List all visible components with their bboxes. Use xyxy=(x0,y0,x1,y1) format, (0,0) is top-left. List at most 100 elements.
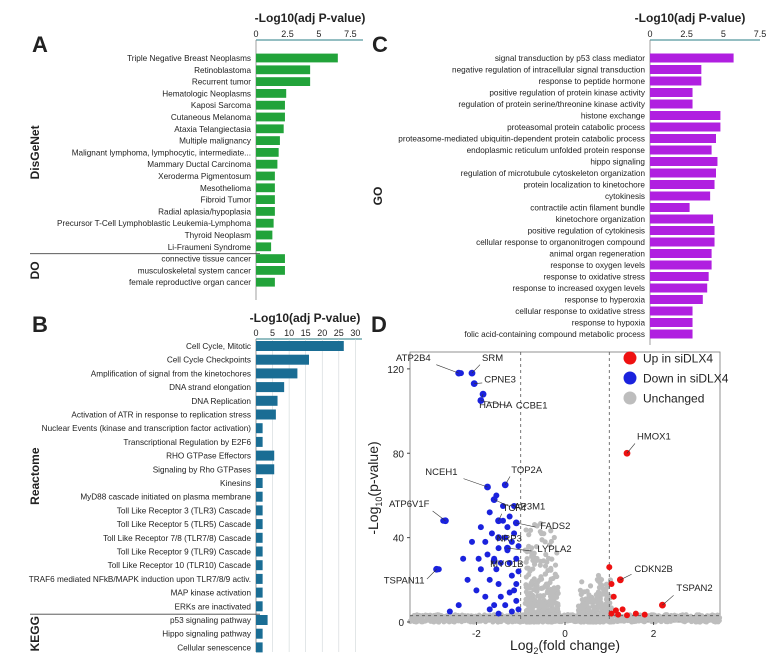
unchanged-point xyxy=(450,618,456,625)
down-point xyxy=(482,593,489,600)
up-point xyxy=(619,606,626,613)
bar-label-map-kinase-activation: MAP kinase activation xyxy=(171,589,252,598)
bar-label-signal-transduction-by-p53-class-mediator: signal transduction by p53 class mediato… xyxy=(495,54,645,63)
up-point xyxy=(632,610,639,617)
bar-label-retinoblastoma: Retinoblastoma xyxy=(194,66,251,75)
down-point xyxy=(515,568,522,575)
unchanged-point xyxy=(524,549,530,555)
down-point xyxy=(495,545,502,552)
bar-label-p53-signaling-pathway: p53 signaling pathway xyxy=(170,616,252,625)
bar-label-hippo-signaling: hippo signaling xyxy=(590,158,645,167)
unchanged-point xyxy=(440,615,446,621)
bar-label-regulation-of-microtubule-cytoskeleton-organization: regulation of microtubule cytoskeleton o… xyxy=(461,169,646,178)
down-point xyxy=(486,509,493,516)
unchanged-point xyxy=(541,531,547,537)
bar-label-folic-acid-containing-compound-metabolic-process: folic acid-containing compound metabolic… xyxy=(464,330,645,339)
bar-radial-aplasia-hypoplasia xyxy=(256,207,275,216)
unchanged-point xyxy=(423,613,430,619)
down-point xyxy=(460,555,467,562)
bar-label-transcriptional-regulation-by-e2f6: Transcriptional Regulation by E2F6 xyxy=(123,438,251,447)
unchanged-point xyxy=(537,562,543,568)
bar-label-toll-like-receptor-10-tlr10-cascade: Toll Like Receptor 10 (TLR10) Cascade xyxy=(108,561,252,570)
bar-label-histone-exchange: histone exchange xyxy=(581,112,646,121)
down-point xyxy=(495,581,502,588)
unchanged-point xyxy=(542,563,549,569)
bar-label-musculoskeletal-system-cancer: musculoskeletal system cancer xyxy=(138,266,252,275)
bar-label-contractile-actin-filament-bundle: contractile actin filament bundle xyxy=(530,204,645,213)
point-label-srm: SRM xyxy=(482,353,503,364)
point-label-nrp3: NRP3 xyxy=(497,534,522,545)
unchanged-point xyxy=(583,601,590,607)
bar-response-to-hypoxia xyxy=(650,318,693,327)
bar-folic-acid-containing-compound-metabolic-process xyxy=(650,329,693,339)
bar-precursor-t-cell-lymphoblastic-leukemia-lymphoma xyxy=(256,218,274,228)
x-tick-label-5: 5 xyxy=(721,29,726,39)
unchanged-point xyxy=(455,617,461,624)
point-label-nceh1: NCEH1 xyxy=(425,467,457,478)
point-label-atp6v1f: ATP6V1F xyxy=(389,499,430,510)
bar-label-proteasome-mediated-ubiquitin-dependent-protein-catabolic-process: proteasome-mediated ubiquitin-dependent … xyxy=(398,135,645,144)
up-point xyxy=(608,610,615,617)
bar-connective-tissue-cancer xyxy=(256,254,285,263)
bar-toll-like-receptor-5-tlr5-cascade xyxy=(256,519,263,530)
point-label-ccbe1: CCBE1 xyxy=(516,401,548,412)
bar-label-cell-cycle-checkpoints: Cell Cycle Checkpoints xyxy=(167,356,251,365)
unchanged-point xyxy=(696,612,702,618)
panel-a: -Log10(adj P-value) 0 2.5 5 7.5 Triple Negati… xyxy=(28,11,365,300)
unchanged-point xyxy=(580,605,586,611)
bar-musculoskeletal-system-cancer xyxy=(256,266,285,275)
unchanged-point xyxy=(524,600,530,606)
unchanged-point xyxy=(537,558,544,564)
bar-recurrent-tumor xyxy=(256,77,311,86)
down-point xyxy=(455,602,462,609)
panel-letter: D xyxy=(371,312,387,337)
unchanged-point xyxy=(567,616,573,622)
panel-letter: C xyxy=(372,32,388,57)
down-point xyxy=(508,572,515,579)
bar-label-proteasomal-protein-catabolic-process: proteasomal protein catabolic process xyxy=(507,123,645,132)
x-tick-label-15: 15 xyxy=(301,328,311,338)
bar-label-li-fraumeni-syndrome: Li-Fraumeni Syndrome xyxy=(168,243,252,252)
leader-line-tcf4 xyxy=(498,513,503,521)
legend-label-down-in-sidlx4: Down in siDLX4 xyxy=(643,372,729,386)
group-label-do: DO xyxy=(28,261,42,279)
bar-label-endoplasmic-reticulum-unfolded-protein-response: endoplasmic reticulum unfolded protein r… xyxy=(467,146,646,155)
bar-label-toll-like-receptor-9-tlr9-cascade: Toll Like Receptor 9 (TLR9) Cascade xyxy=(117,548,252,557)
group-label-kegg: KEGG xyxy=(28,616,42,651)
unchanged-point xyxy=(537,594,543,600)
down-point xyxy=(482,538,489,545)
bar-nuclear-events-kinase-and-transcription-factor-activation xyxy=(256,423,263,434)
x-tick-label-25: 25 xyxy=(334,328,344,338)
unchanged-point xyxy=(526,532,532,538)
bar-toll-like-receptor-3-tlr3-cascade xyxy=(256,505,263,516)
bar-response-to-peptide-hormone xyxy=(650,76,702,86)
bar-label-positive-regulation-of-protein-kinase-activity: positive regulation of protein kinase ac… xyxy=(489,89,646,98)
bar-label-protein-localization-to-kinetochore: protein localization to kinetochore xyxy=(523,181,645,190)
bar-response-to-oxidative-stress xyxy=(650,272,709,281)
unchanged-point xyxy=(576,616,582,622)
axis-title: -Log10(adj P-value) xyxy=(250,311,361,325)
unchanged-point xyxy=(548,586,554,593)
unchanged-point xyxy=(711,618,717,625)
unchanged-point xyxy=(534,619,540,625)
bar-cellular-response-to-oxidative-stress xyxy=(650,306,693,316)
x-tick-label-30: 30 xyxy=(350,328,360,338)
bar-cellular-response-to-organonitrogen-compound xyxy=(650,237,715,247)
down-point xyxy=(506,513,513,520)
down-point xyxy=(477,524,484,531)
group-label-disgenet: DisGeNet xyxy=(28,125,42,179)
unchanged-point xyxy=(604,593,610,600)
leader-line-cpne3 xyxy=(474,382,483,384)
leader-line-fads2 xyxy=(516,522,536,528)
bar-signal-transduction-by-p53-class-mediator xyxy=(650,53,734,63)
up-point xyxy=(610,593,617,600)
bar-label-cutaneous-melanoma: Cutaneous Melanoma xyxy=(171,113,252,122)
unchanged-point xyxy=(523,527,529,533)
unchanged-point xyxy=(531,576,537,582)
unchanged-point xyxy=(596,584,603,591)
bar-label-recurrent-tumor: Recurrent tumor xyxy=(192,78,251,87)
bar-histone-exchange xyxy=(650,111,721,120)
down-point xyxy=(497,593,504,600)
bar-label-hematologic-neoplasms: Hematologic Neoplasms xyxy=(162,89,251,98)
axis-title: -Log10(adj P-value) xyxy=(635,11,746,25)
